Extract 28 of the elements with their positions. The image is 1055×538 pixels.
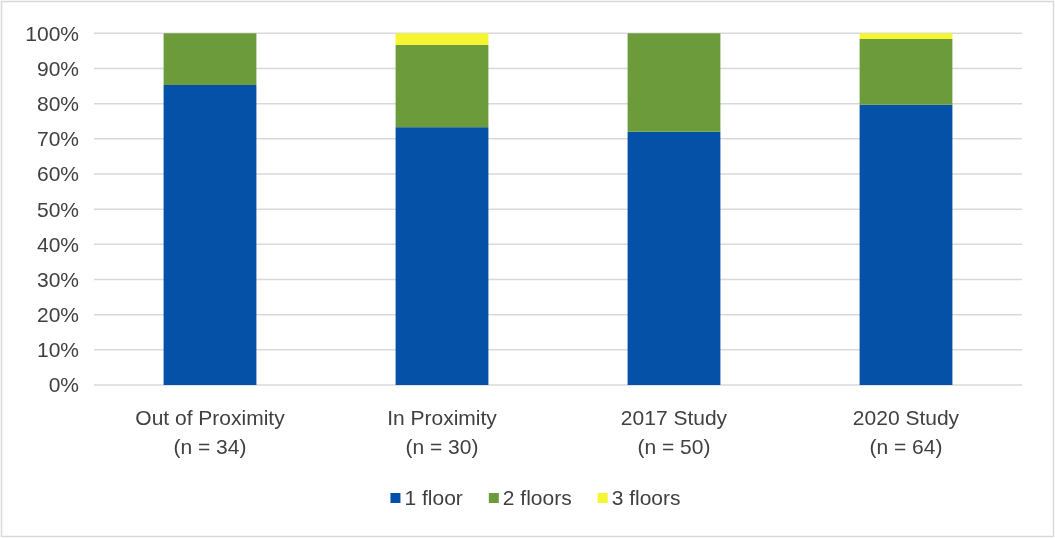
y-tick-label: 90% (36, 56, 79, 80)
legend-label: 3 floors (611, 486, 681, 510)
bar (163, 85, 257, 385)
bar (627, 33, 721, 132)
legend-label: 2 floors (502, 486, 572, 510)
bar (627, 131, 721, 385)
y-tick-label: 70% (36, 127, 79, 151)
y-tick-label: 80% (36, 91, 79, 115)
y-tick-label: 20% (36, 303, 79, 327)
bar (395, 127, 489, 385)
bar (395, 44, 489, 128)
x-tick-label: In Proximity (n = 30) (387, 406, 498, 458)
y-tick-label: 100% (25, 21, 79, 45)
x-tick-label: 2017 Study (n = 50) (620, 406, 728, 458)
legend-label: 1 floor (404, 486, 463, 510)
bar (163, 33, 257, 85)
y-tick-label: 10% (36, 338, 79, 362)
y-tick-label: 60% (36, 162, 79, 186)
y-tick-label: 0% (48, 373, 79, 397)
bar (395, 33, 489, 45)
bar (859, 33, 953, 39)
y-tick-label: 50% (36, 197, 79, 221)
bar (859, 38, 953, 105)
y-tick-label: 30% (36, 267, 79, 291)
x-tick-label: Out of Proximity (n = 34) (135, 406, 286, 458)
y-tick-label: 40% (36, 232, 79, 256)
x-tick-label: 2020 Study (n = 64) (852, 406, 960, 458)
bar (859, 104, 953, 385)
